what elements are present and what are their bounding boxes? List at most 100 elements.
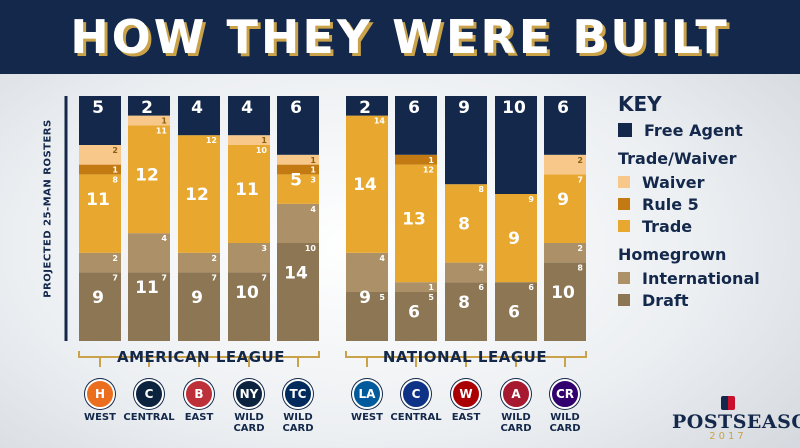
team-division-label: WEST bbox=[84, 412, 116, 423]
bar-segment-international bbox=[178, 252, 220, 273]
segment-value-label: 1 bbox=[310, 156, 316, 165]
title-banner: HOW THEY WERE BUILT bbox=[0, 0, 800, 74]
mlb-logo-icon bbox=[721, 396, 735, 410]
segment-value-label: 12 bbox=[423, 166, 434, 175]
bar-segment-trade bbox=[395, 164, 437, 283]
swatch-waiver bbox=[618, 176, 630, 188]
bar-stack bbox=[495, 96, 537, 341]
legend-label-rule5: Rule 5 bbox=[642, 194, 699, 214]
team-division-label: WILD CARD bbox=[549, 412, 581, 434]
total-label-homegrown: 9 bbox=[359, 288, 371, 308]
total-label-homegrown: 11 bbox=[135, 278, 159, 298]
segment-value-label: 11 bbox=[156, 126, 168, 135]
team-logo-icon: CR bbox=[550, 379, 580, 409]
bar-segment-international bbox=[346, 252, 388, 292]
segment-value-label: 8 bbox=[478, 185, 484, 194]
bar-stack bbox=[79, 96, 121, 341]
legend-item-draft: Draft bbox=[618, 289, 800, 311]
total-label-trade-waiver: 11 bbox=[235, 180, 259, 200]
segment-value-label: 3 bbox=[310, 175, 316, 184]
team-division-label: WILD CARD bbox=[233, 412, 265, 434]
bar-segment-trade bbox=[79, 174, 121, 253]
bar-segment-draft bbox=[445, 282, 487, 341]
segment-value-label: 1 bbox=[428, 156, 434, 165]
bar-segment-draft bbox=[395, 292, 437, 341]
legend-item-rule5: Rule 5 bbox=[618, 193, 800, 215]
segment-value-label: 2 bbox=[478, 264, 484, 273]
bar-segment-rule5 bbox=[79, 164, 121, 175]
total-label-trade-waiver: 9 bbox=[508, 229, 520, 249]
segment-value-label: 8 bbox=[577, 264, 583, 273]
swatch-draft bbox=[618, 294, 630, 306]
segment-value-label: 6 bbox=[478, 283, 484, 292]
segment-value-label: 7 bbox=[211, 273, 217, 282]
bar-segment-free-agent bbox=[128, 96, 170, 116]
team-logo-icon: C bbox=[134, 379, 164, 409]
total-label-trade-waiver: 13 bbox=[402, 210, 426, 230]
bar-segment-free-agent bbox=[346, 96, 388, 116]
brand-year: 2017 bbox=[709, 431, 747, 442]
total-label-free-agent: 6 bbox=[290, 98, 302, 118]
total-label-homegrown: 10 bbox=[235, 283, 259, 303]
total-label-homegrown: 9 bbox=[191, 288, 203, 308]
team-logo-icon: H bbox=[85, 379, 115, 409]
team-division-label: WILD CARD bbox=[282, 412, 314, 434]
bar-segment-international bbox=[445, 262, 487, 283]
segment-value-label: 2 bbox=[211, 254, 217, 263]
legend: KEY Free Agent Trade/Waiver Waiver Rule … bbox=[618, 92, 800, 311]
segment-value-label: 6 bbox=[528, 283, 534, 292]
league-label-american: AMERICAN LEAGUE bbox=[117, 348, 285, 366]
segment-value-label: 7 bbox=[577, 175, 583, 184]
bar-segment-waiver bbox=[228, 135, 270, 145]
bar-segment-trade bbox=[228, 145, 270, 243]
total-label-trade-waiver: 8 bbox=[458, 214, 470, 234]
team-logo-icon: C bbox=[401, 379, 431, 409]
total-label-trade-waiver: 12 bbox=[135, 165, 159, 185]
total-label-homegrown: 9 bbox=[92, 288, 104, 308]
team-logo-icon: B bbox=[184, 379, 214, 409]
bar-segment-trade bbox=[128, 125, 170, 234]
bar-segment-free-agent bbox=[395, 96, 437, 155]
bar-segment-international bbox=[228, 243, 270, 273]
segment-value-label: 4 bbox=[310, 205, 316, 214]
segment-value-label: 9 bbox=[528, 195, 534, 204]
legend-item-free-agent: Free Agent bbox=[618, 119, 800, 141]
bar-segment-free-agent bbox=[79, 96, 121, 145]
total-label-homegrown: 6 bbox=[408, 303, 420, 323]
segment-value-label: 1 bbox=[428, 283, 434, 292]
bar-segment-trade bbox=[495, 194, 537, 283]
segment-value-label: 10 bbox=[256, 146, 268, 155]
segment-value-label: 12 bbox=[206, 136, 217, 145]
segment-value-label: 1 bbox=[261, 136, 267, 145]
bar-segment-free-agent bbox=[445, 96, 487, 185]
segment-value-label: 7 bbox=[112, 273, 118, 282]
team-logo-icon: LA bbox=[352, 379, 382, 409]
swatch-rule5 bbox=[618, 198, 630, 210]
swatch-international bbox=[618, 272, 630, 284]
bar-segment-free-agent bbox=[178, 96, 220, 136]
bar-segment-international bbox=[128, 233, 170, 273]
bar-segment-trade bbox=[346, 115, 388, 253]
bar-stack bbox=[128, 96, 170, 341]
bar-segment-waiver bbox=[79, 145, 121, 165]
segment-value-label: 2 bbox=[112, 254, 118, 263]
bar-segment-waiver bbox=[128, 115, 170, 126]
bar-segment-draft bbox=[346, 292, 388, 341]
total-label-homegrown: 8 bbox=[458, 293, 470, 313]
total-label-free-agent: 2 bbox=[359, 98, 371, 118]
legend-label-trade: Trade bbox=[642, 216, 693, 236]
bar-segment-trade bbox=[178, 135, 220, 253]
bar-segment-draft bbox=[544, 262, 586, 341]
segment-value-label: 2 bbox=[577, 156, 583, 165]
bar-segment-draft bbox=[228, 272, 270, 341]
segment-value-label: 1 bbox=[112, 166, 118, 175]
bar-segment-draft bbox=[277, 243, 319, 341]
segment-value-label: 5 bbox=[428, 293, 434, 302]
team-logo-icon: NY bbox=[234, 379, 264, 409]
bar-segment-international bbox=[544, 243, 586, 263]
segment-value-label: 1 bbox=[310, 166, 316, 175]
bar-stack bbox=[544, 96, 586, 341]
segment-value-label: 1 bbox=[161, 117, 167, 126]
bar-stack bbox=[277, 96, 319, 341]
